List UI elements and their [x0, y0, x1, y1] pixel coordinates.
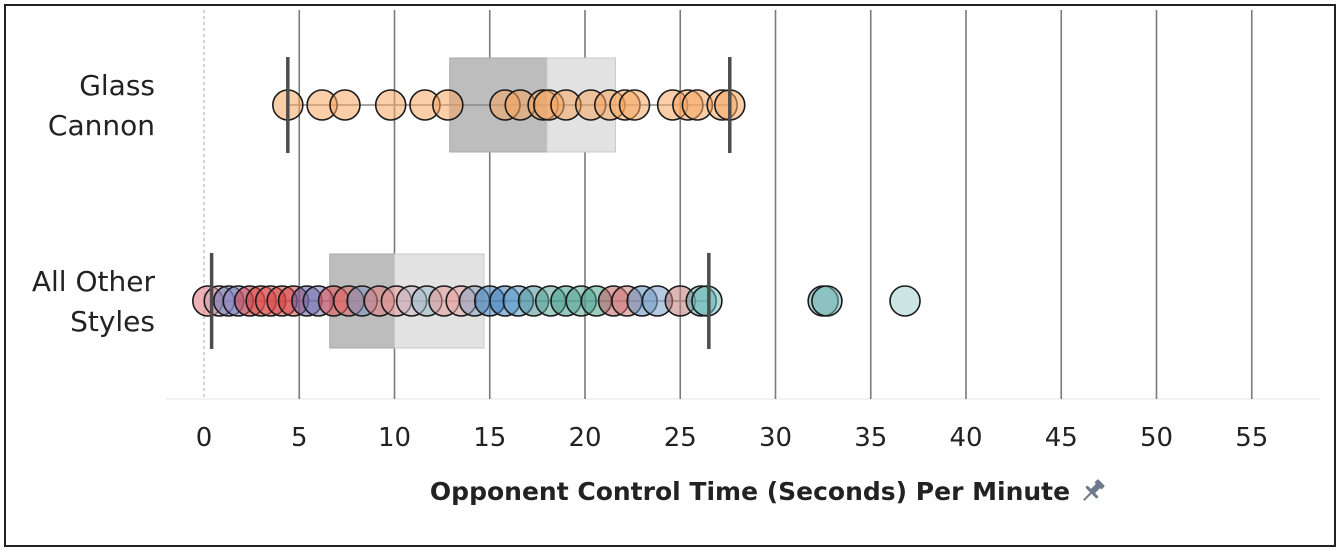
- x-tick-label-45: 45: [1045, 423, 1078, 453]
- x-tick-label-5: 5: [291, 423, 308, 453]
- x-tick-label-50: 50: [1140, 423, 1173, 453]
- category-label-0-line-1: Cannon: [48, 109, 155, 142]
- x-tick-label-40: 40: [949, 423, 982, 453]
- x-tick-label-0: 0: [196, 423, 213, 453]
- x-tick-label-10: 10: [378, 423, 411, 453]
- data-point-1-38[interactable]: [889, 285, 921, 317]
- category-label-0-line-0: Glass: [79, 69, 155, 102]
- data-point-1-37[interactable]: [811, 285, 843, 317]
- category-label-1-line-0: All Other: [32, 265, 156, 298]
- x-axis-title: Opponent Control Time (Seconds) Per Minu…: [430, 477, 1070, 506]
- x-tick-label-35: 35: [854, 423, 887, 453]
- x-tick-label-15: 15: [473, 423, 506, 453]
- x-tick-label-20: 20: [568, 423, 601, 453]
- pin-icon[interactable]: [1078, 477, 1107, 506]
- data-point-0-2[interactable]: [329, 89, 361, 121]
- x-tick-label-30: 30: [759, 423, 792, 453]
- x-tick-label-25: 25: [664, 423, 697, 453]
- x-tick-label-55: 55: [1235, 423, 1268, 453]
- data-point-0-3[interactable]: [374, 89, 407, 121]
- data-point-0-14[interactable]: [618, 89, 651, 121]
- data-point-1-35[interactable]: [691, 285, 723, 317]
- data-point-0-5[interactable]: [432, 89, 464, 121]
- category-label-1-line-1: Styles: [70, 305, 155, 338]
